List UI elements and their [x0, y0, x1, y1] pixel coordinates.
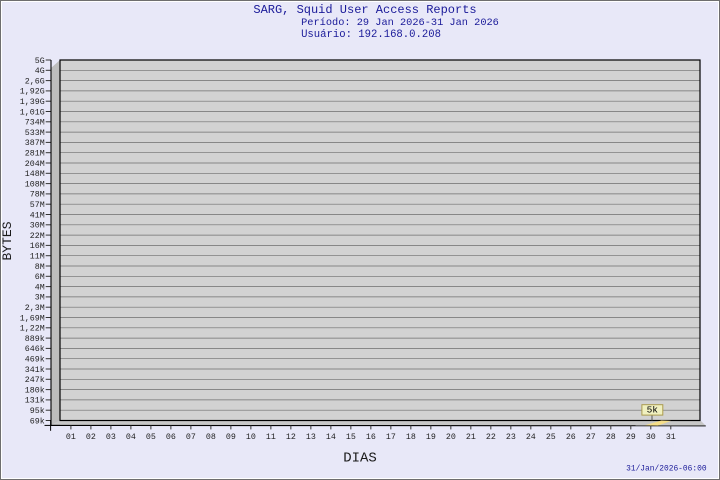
svg-text:06: 06	[166, 433, 176, 442]
svg-text:204M: 204M	[25, 160, 45, 169]
svg-text:04: 04	[126, 433, 136, 442]
svg-text:1,92G: 1,92G	[20, 88, 45, 97]
svg-text:108M: 108M	[25, 180, 45, 189]
svg-text:14: 14	[326, 433, 336, 442]
svg-text:19: 19	[426, 433, 436, 442]
svg-text:27: 27	[586, 433, 596, 442]
svg-text:1,01G: 1,01G	[20, 108, 45, 117]
svg-text:13: 13	[306, 433, 316, 442]
svg-text:Período: 29 Jan 2026-31 Jan 20: Período: 29 Jan 2026-31 Jan 2026	[301, 17, 499, 29]
svg-text:18: 18	[406, 433, 416, 442]
svg-text:11M: 11M	[30, 253, 45, 262]
svg-text:25: 25	[546, 433, 556, 442]
svg-text:247k: 247k	[25, 375, 45, 385]
svg-text:69k: 69k	[30, 416, 45, 426]
svg-text:28: 28	[606, 433, 616, 442]
svg-text:2,3M: 2,3M	[25, 304, 45, 313]
svg-text:23: 23	[506, 433, 516, 442]
svg-text:30M: 30M	[30, 222, 45, 231]
svg-text:31: 31	[666, 433, 676, 442]
svg-text:5k: 5k	[647, 405, 659, 416]
svg-text:180k: 180k	[25, 385, 45, 395]
svg-text:41M: 41M	[30, 211, 45, 220]
svg-text:4G: 4G	[35, 67, 45, 76]
svg-text:4M: 4M	[35, 283, 45, 292]
svg-text:24: 24	[526, 433, 536, 442]
svg-text:16M: 16M	[30, 242, 45, 251]
svg-text:30: 30	[646, 433, 656, 442]
svg-text:469k: 469k	[25, 355, 45, 365]
svg-text:57M: 57M	[30, 201, 45, 210]
svg-text:131k: 131k	[25, 396, 45, 406]
svg-text:22: 22	[486, 433, 496, 442]
svg-text:02: 02	[86, 433, 96, 442]
svg-text:734M: 734M	[25, 119, 45, 128]
svg-text:12: 12	[286, 433, 296, 442]
svg-text:31/Jan/2026-06:00: 31/Jan/2026-06:00	[626, 465, 707, 474]
svg-text:5G: 5G	[35, 57, 45, 66]
svg-text:SARG, Squid User Access Report: SARG, Squid User Access Reports	[253, 3, 476, 17]
svg-text:533M: 533M	[25, 129, 45, 138]
svg-text:78M: 78M	[30, 191, 45, 200]
svg-text:29: 29	[626, 433, 636, 442]
svg-text:16: 16	[366, 433, 376, 442]
svg-text:281M: 281M	[25, 150, 45, 159]
svg-text:22M: 22M	[30, 232, 45, 241]
svg-text:03: 03	[106, 433, 116, 442]
svg-text:1,22M: 1,22M	[20, 325, 45, 334]
svg-text:21: 21	[466, 433, 476, 442]
svg-text:341k: 341k	[25, 365, 45, 375]
svg-text:01: 01	[66, 433, 76, 442]
svg-text:148M: 148M	[25, 170, 45, 179]
svg-text:20: 20	[446, 433, 456, 442]
svg-text:2,6G: 2,6G	[25, 77, 45, 86]
svg-text:1,69M: 1,69M	[20, 314, 45, 323]
svg-text:8M: 8M	[35, 263, 45, 272]
svg-text:1,39G: 1,39G	[20, 98, 45, 107]
svg-text:15: 15	[346, 433, 356, 442]
svg-text:07: 07	[186, 433, 196, 442]
svg-text:646k: 646k	[25, 344, 45, 354]
svg-text:BYTES: BYTES	[0, 221, 15, 260]
svg-text:6M: 6M	[35, 273, 45, 282]
svg-text:95k: 95k	[30, 406, 45, 416]
svg-text:10: 10	[246, 433, 256, 442]
svg-text:26: 26	[566, 433, 576, 442]
svg-text:11: 11	[266, 433, 276, 442]
svg-text:08: 08	[206, 433, 216, 442]
svg-text:889k: 889k	[25, 334, 45, 344]
svg-text:05: 05	[146, 433, 156, 442]
svg-text:17: 17	[386, 433, 396, 442]
svg-text:09: 09	[226, 433, 236, 442]
svg-text:387M: 387M	[25, 139, 45, 148]
svg-text:3M: 3M	[35, 294, 45, 303]
svg-text:DIAS: DIAS	[343, 451, 377, 467]
svg-text:Usuário: 192.168.0.208: Usuário: 192.168.0.208	[301, 29, 441, 41]
